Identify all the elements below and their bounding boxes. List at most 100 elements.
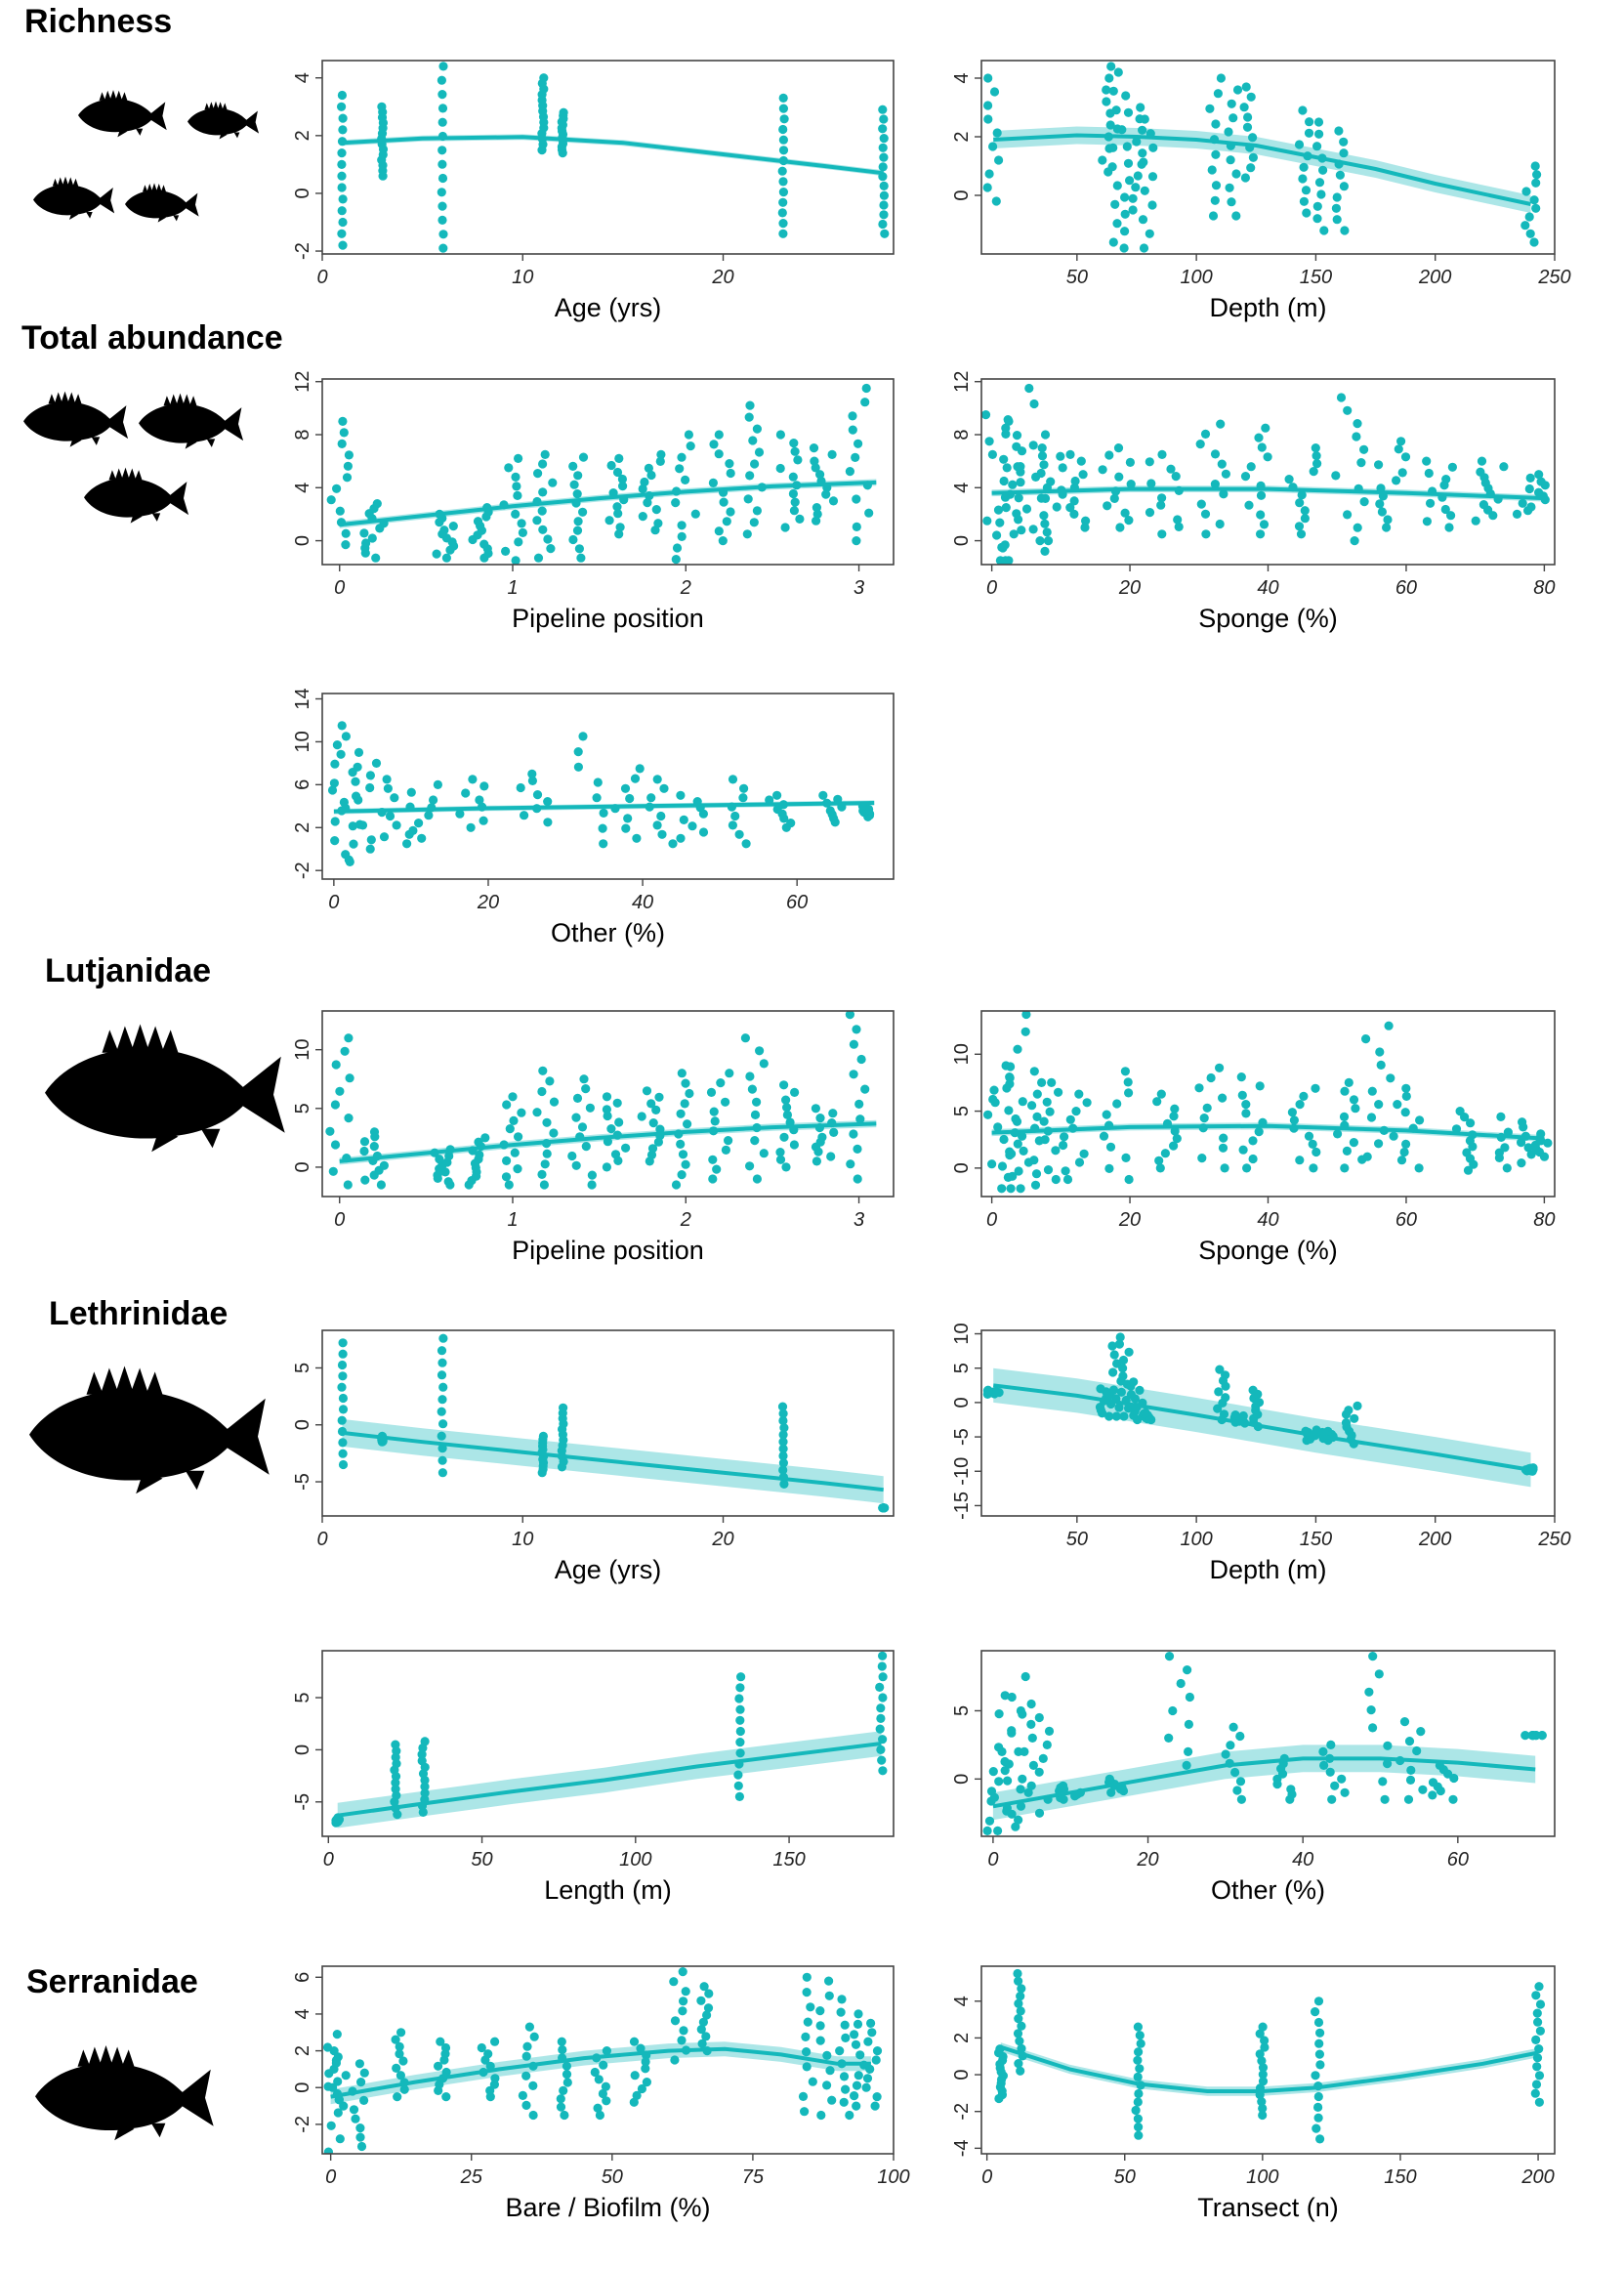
data-point (650, 525, 660, 535)
data-point (995, 518, 1005, 527)
data-point (759, 1149, 769, 1158)
data-point (1134, 2123, 1144, 2132)
x-tick-label: 100 (1246, 2166, 1278, 2188)
data-point (604, 516, 614, 525)
data-point (1007, 1149, 1017, 1158)
data-point (1105, 1142, 1116, 1152)
y-tick-label: 0 (292, 188, 313, 198)
data-point (802, 1988, 812, 1997)
data-point (1375, 499, 1385, 509)
data-point (517, 519, 526, 528)
data-point (811, 1104, 821, 1114)
y-tick-label: -2 (292, 862, 313, 879)
data-point (849, 1039, 859, 1049)
data-point (1014, 1976, 1023, 1986)
data-point (681, 475, 690, 484)
data-point (336, 749, 346, 759)
data-point (1242, 1163, 1252, 1173)
data-point (745, 1161, 755, 1171)
data-point (601, 2081, 611, 2091)
data-point (1016, 2006, 1025, 2016)
data-point (1000, 492, 1011, 502)
data-point (1340, 1787, 1350, 1797)
data-point (1001, 556, 1011, 565)
data-point (778, 1444, 788, 1453)
data-point (1447, 462, 1457, 472)
data-point (1477, 456, 1487, 466)
data-point (997, 1184, 1007, 1194)
data-point (778, 135, 789, 145)
data-point (878, 1651, 888, 1660)
data-point (329, 2046, 339, 2056)
data-point (854, 2071, 863, 2081)
data-point (728, 775, 738, 784)
data-point (1380, 1794, 1390, 1804)
data-point (330, 1140, 341, 1150)
data-point (1108, 237, 1118, 247)
data-point (1205, 104, 1215, 113)
data-point (641, 2064, 650, 2074)
lethrinidae-depth-panel: 50 100 150 200 250 -15 -10 -5 0 5 10 Depth (m) (951, 1323, 1571, 1584)
data-point (1340, 226, 1350, 235)
data-point (479, 539, 489, 549)
data-point (1000, 540, 1010, 550)
data-point (1312, 459, 1322, 469)
data-point (1520, 1731, 1530, 1741)
data-point (861, 2082, 871, 2092)
data-point (714, 430, 724, 440)
data-point (1367, 1086, 1377, 1096)
data-point (1335, 170, 1345, 180)
data-point (1524, 483, 1534, 494)
data-point (878, 1672, 888, 1682)
data-point (1535, 2026, 1545, 2036)
data-point (372, 498, 382, 509)
data-point (777, 166, 787, 176)
data-point (338, 1393, 348, 1404)
data-point (1017, 2043, 1026, 2053)
data-point (1295, 1100, 1305, 1110)
data-point (349, 2105, 359, 2115)
y-tick-label: 0 (951, 1397, 973, 1408)
data-point (652, 820, 662, 830)
data-point (1339, 137, 1349, 147)
x-tick-label: 0 (986, 1209, 997, 1231)
data-point (1295, 1156, 1305, 1165)
data-point (545, 1076, 555, 1086)
data-point (1257, 2097, 1267, 2107)
data-point (632, 2090, 642, 2100)
y-tick-label: -5 (292, 1473, 313, 1491)
data-point (437, 1370, 447, 1380)
data-point (1106, 1787, 1116, 1797)
data-point (1199, 1114, 1209, 1123)
data-point (848, 411, 857, 421)
data-point (1005, 1079, 1015, 1089)
data-point (326, 495, 336, 505)
data-point (1332, 215, 1342, 225)
data-point (1219, 489, 1228, 499)
data-point (1224, 127, 1233, 137)
data-point (734, 1791, 745, 1801)
data-point (1531, 178, 1541, 188)
data-point (1415, 1115, 1425, 1125)
data-point (578, 507, 588, 517)
data-point (613, 509, 623, 519)
data-point (1019, 1146, 1028, 1156)
data-point (655, 1124, 665, 1134)
x-axis-label: Age (yrs) (555, 293, 662, 322)
x-tick-label: 10 (512, 267, 533, 288)
data-point (477, 2042, 486, 2053)
data-point (1401, 1091, 1411, 1101)
data-point (852, 1025, 861, 1034)
data-point (504, 1180, 514, 1190)
data-point (1123, 107, 1134, 117)
data-point (1340, 1163, 1350, 1173)
y-tick-label: 5 (292, 1363, 313, 1373)
data-point (1135, 2031, 1145, 2040)
data-point (327, 785, 338, 795)
data-point (1169, 1112, 1179, 1121)
data-point (437, 90, 447, 100)
data-point (1196, 499, 1206, 509)
data-point (543, 818, 553, 827)
data-point (1133, 2055, 1143, 2065)
plot-frame (321, 1650, 895, 1837)
